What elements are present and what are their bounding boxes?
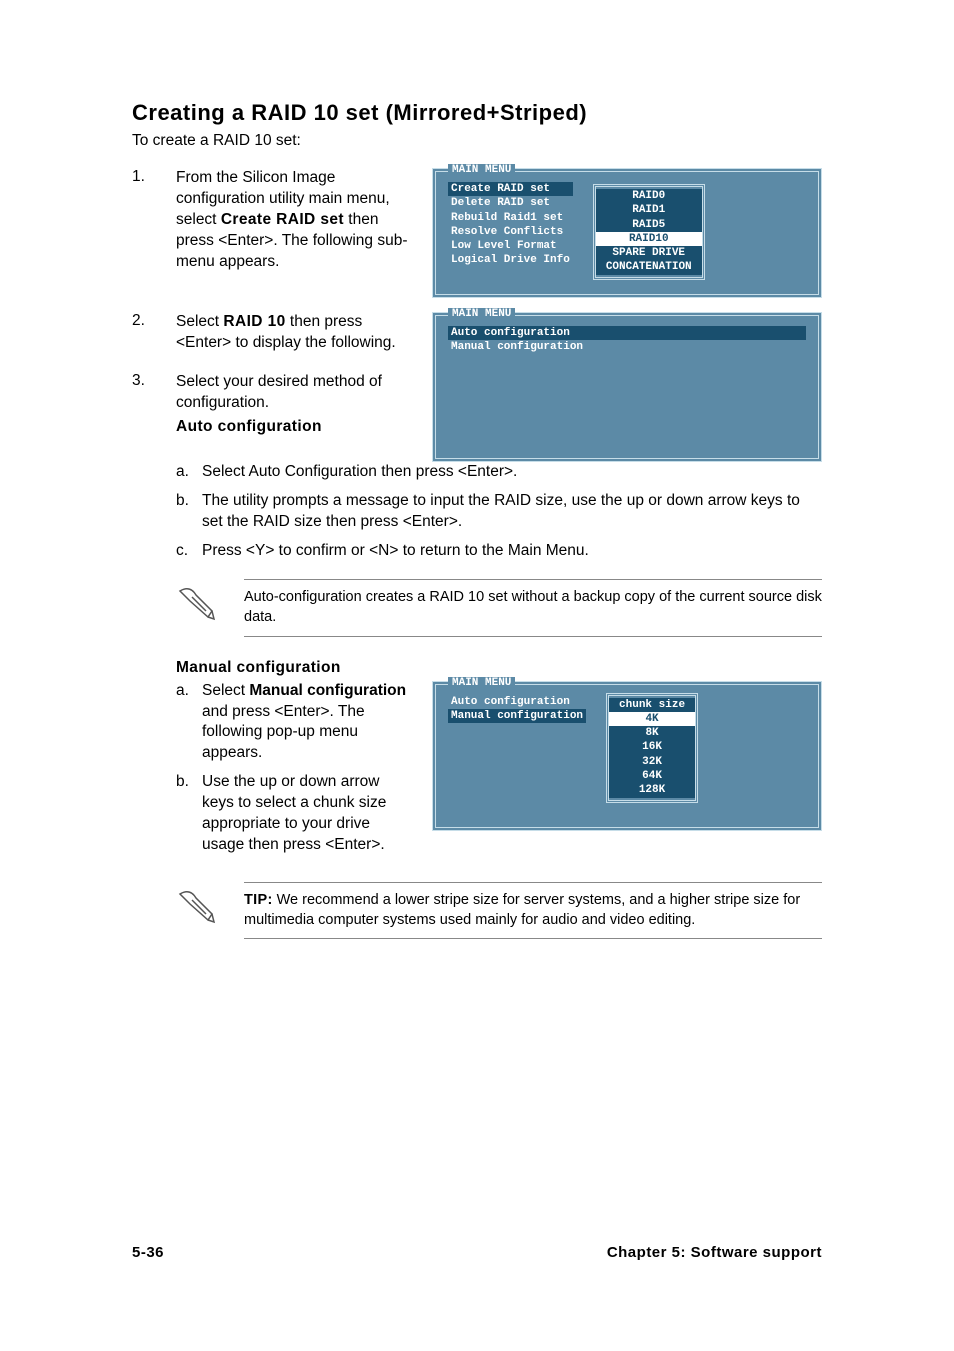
submenu-item: RAID1	[596, 203, 702, 217]
manual-conf-b: Use the up or down arrow keys to select …	[202, 772, 414, 856]
auto-conf-b: The utility prompts a message to input t…	[202, 491, 822, 533]
menu-item: Resolve Conflicts	[448, 225, 573, 239]
submenu-item-selected: RAID10	[596, 232, 702, 246]
list-marker: a.	[176, 462, 202, 483]
chapter-label: Chapter 5: Software support	[607, 1244, 822, 1261]
menu-item: Auto configuration	[448, 695, 586, 709]
manual-a-bold: Manual configuration	[249, 682, 406, 699]
step-number: 3.	[132, 372, 176, 443]
submenu-item: RAID0	[596, 189, 702, 203]
note-autoconfig: Auto-configuration creates a RAID 10 set…	[244, 579, 822, 636]
tip-text: We recommend a lower stripe size for ser…	[244, 892, 800, 928]
menu-item: Rebuild Raid1 set	[448, 211, 573, 225]
menu-item: Delete RAID set	[448, 196, 573, 210]
submenu-item: 64K	[609, 769, 695, 783]
menu-item: Manual configuration	[448, 340, 806, 354]
auto-conf-a: Select Auto Configuration then press <En…	[202, 462, 822, 483]
submenu-label: chunk size	[609, 698, 695, 712]
step1-bold: Create RAID set	[221, 211, 344, 228]
step-number: 1.	[132, 168, 176, 273]
terminal-auto-manual: MAIN MENU Auto configuration Manual conf…	[432, 312, 822, 462]
list-marker: c.	[176, 541, 202, 562]
terminal-legend: MAIN MENU	[448, 677, 515, 689]
terminal-legend: MAIN MENU	[448, 308, 515, 320]
pencil-icon	[176, 583, 220, 621]
step2-text-a: Select	[176, 313, 223, 330]
menu-item: Logical Drive Info	[448, 253, 573, 267]
step2-bold: RAID 10	[223, 313, 285, 330]
submenu-item: 32K	[609, 755, 695, 769]
terminal-create-raid: MAIN MENU Create RAID set Delete RAID se…	[432, 168, 822, 298]
menu-item: Auto configuration	[448, 326, 806, 340]
list-marker: b.	[176, 491, 202, 533]
pencil-icon	[176, 886, 220, 924]
manual-a-post: and press <Enter>. The following pop-up …	[202, 703, 365, 762]
page-heading: Creating a RAID 10 set (Mirrored+Striped…	[132, 100, 822, 126]
auto-configuration-title: Auto configuration	[176, 417, 414, 438]
step-number: 2.	[132, 312, 176, 354]
submenu-item: 8K	[609, 726, 695, 740]
manual-a-pre: Select	[202, 682, 249, 699]
terminal-chunk-size: MAIN MENU Auto configuration Manual conf…	[432, 681, 822, 831]
menu-item: Manual configuration	[448, 709, 586, 723]
menu-item: Create RAID set	[448, 182, 573, 196]
list-marker: b.	[176, 772, 202, 856]
menu-item: Low Level Format	[448, 239, 573, 253]
step3-text: Select your desired method of configurat…	[176, 373, 382, 411]
submenu-item: 16K	[609, 740, 695, 754]
step-text: From the Silicon Image configuration uti…	[176, 168, 414, 273]
submenu-item: CONCATENATION	[596, 260, 702, 274]
step-text: Select your desired method of configurat…	[176, 372, 414, 443]
submenu-item: 128K	[609, 783, 695, 797]
submenu-item: SPARE DRIVE	[596, 246, 702, 260]
auto-conf-c: Press <Y> to confirm or <N> to return to…	[202, 541, 822, 562]
list-marker: a.	[176, 681, 202, 765]
step-text: Select RAID 10 then press <Enter> to dis…	[176, 312, 414, 354]
terminal-legend: MAIN MENU	[448, 164, 515, 176]
note-tip: TIP: We recommend a lower stripe size fo…	[244, 882, 822, 939]
submenu-item-selected: 4K	[609, 712, 695, 726]
manual-conf-a: Select Manual configuration and press <E…	[202, 681, 414, 765]
tip-label: TIP:	[244, 892, 273, 908]
page-number: 5-36	[132, 1244, 164, 1261]
intro-text: To create a RAID 10 set:	[132, 132, 822, 150]
submenu-item: RAID5	[596, 218, 702, 232]
manual-configuration-title: Manual configuration	[176, 659, 822, 677]
